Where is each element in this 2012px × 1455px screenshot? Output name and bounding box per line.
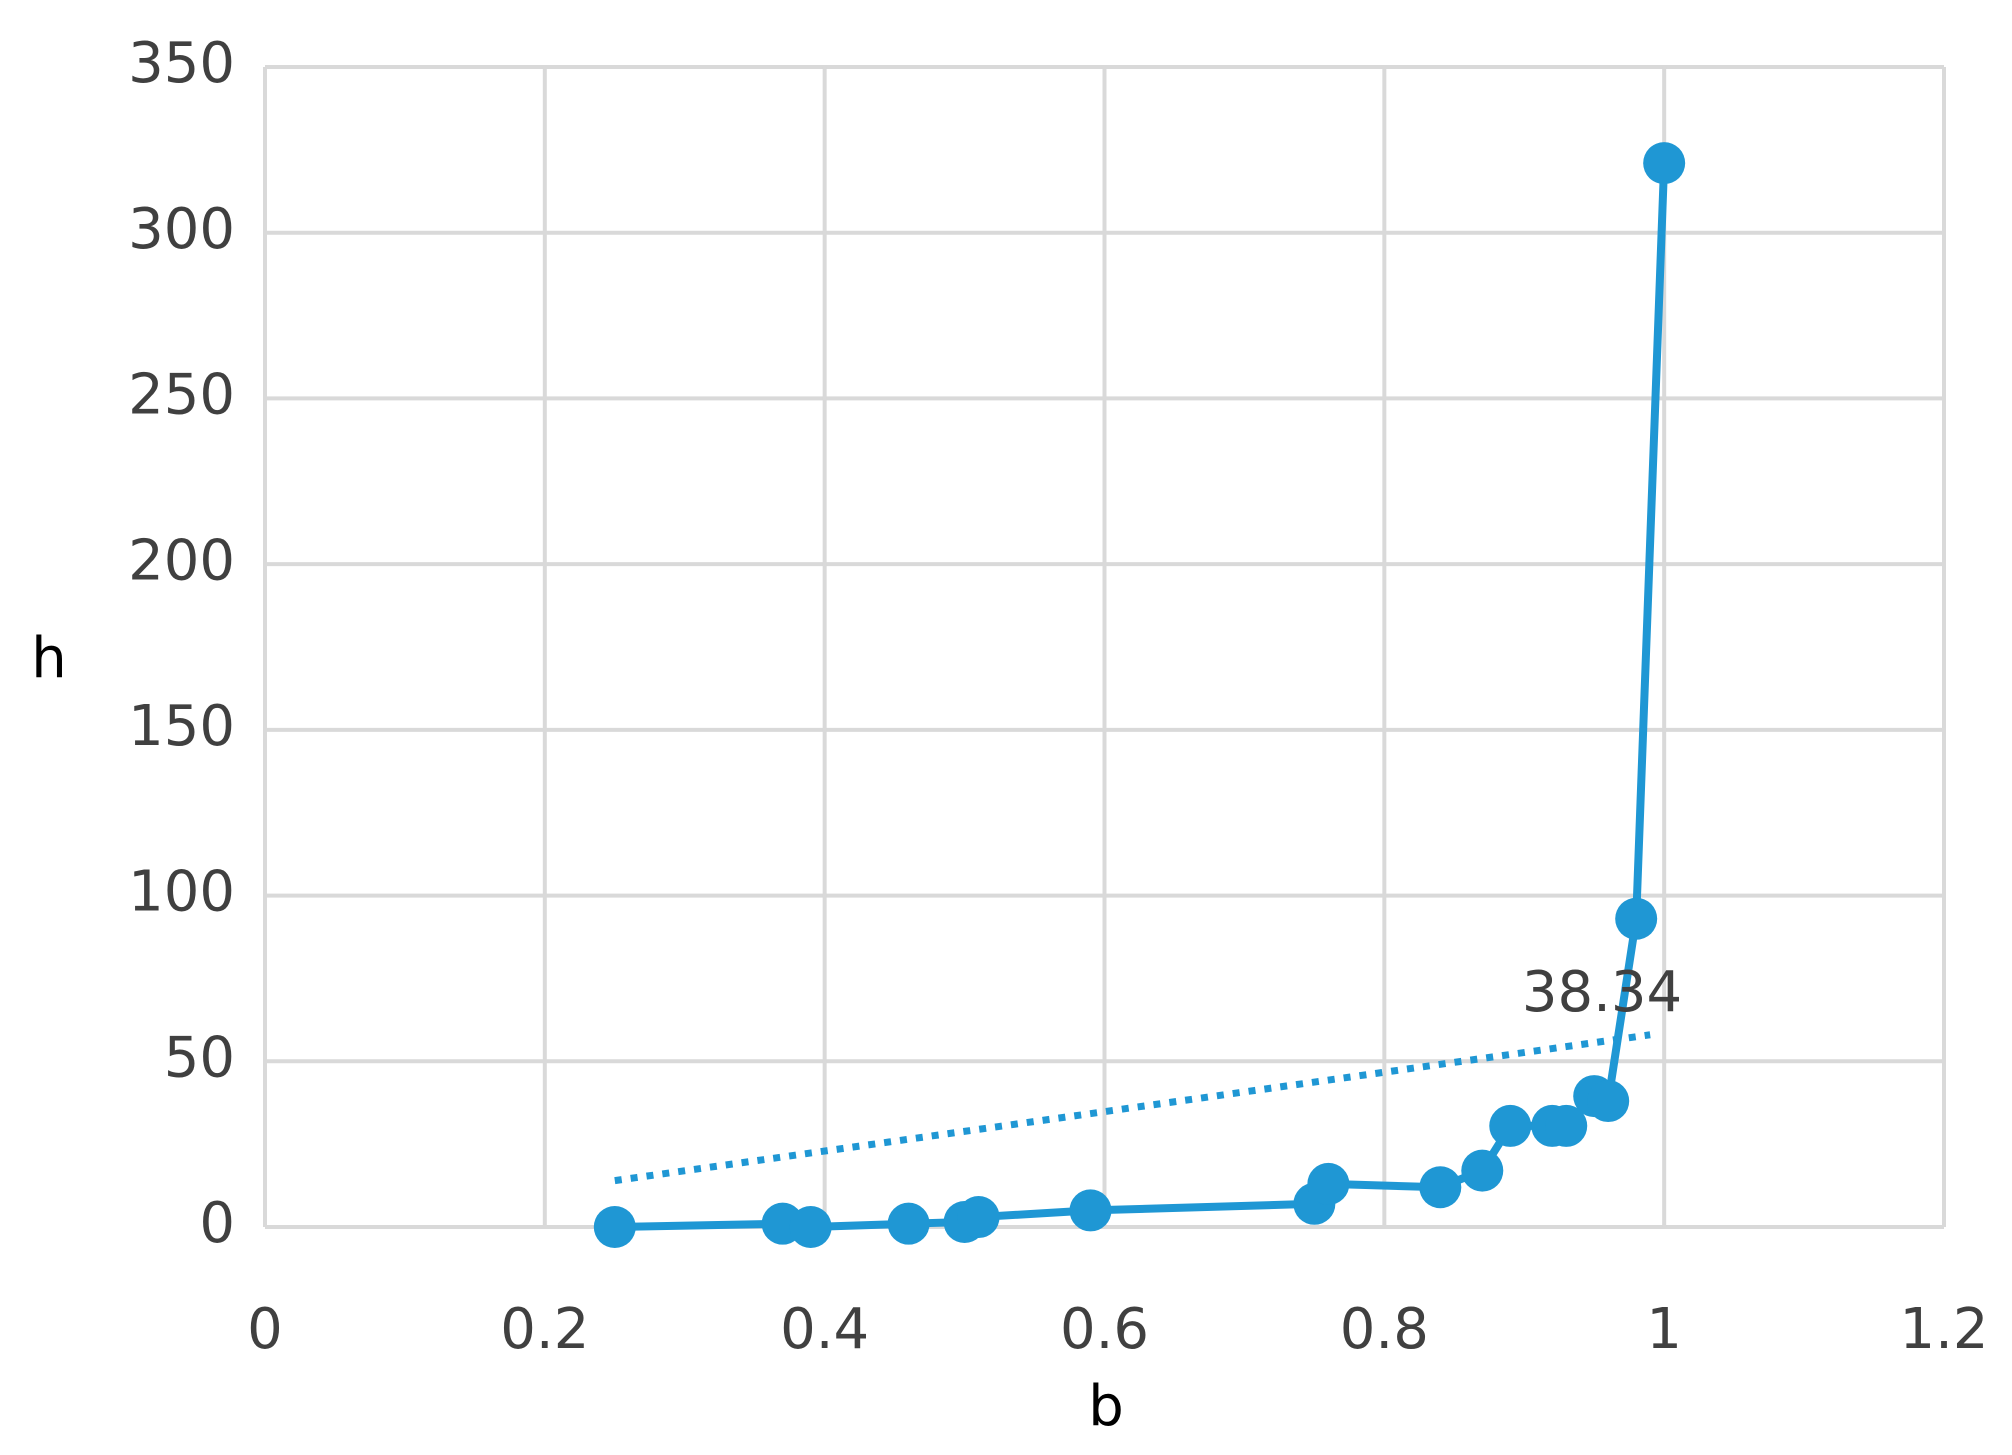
x-tick-label: 0 — [247, 1297, 283, 1362]
series-line — [614, 162, 1669, 1231]
point — [1545, 1104, 1588, 1147]
point — [1643, 142, 1686, 185]
x-tick-label: 0.2 — [500, 1297, 589, 1362]
point — [1489, 1104, 1532, 1147]
x-tick-label: 1 — [1646, 1297, 1682, 1362]
y-axis-label: h — [31, 626, 67, 691]
point — [957, 1196, 1000, 1239]
y-tick-label: 300 — [128, 197, 235, 262]
annotation: 38.34 — [1522, 960, 1682, 1025]
y-tick-label: 250 — [128, 363, 235, 428]
x-tick-label: 0.6 — [1060, 1297, 1149, 1362]
x-tick-label: 0.8 — [1340, 1297, 1429, 1362]
x-axis-label: b — [1088, 1374, 1124, 1439]
x-tick-label: 1.2 — [1899, 1297, 1988, 1362]
point — [593, 1206, 636, 1248]
point — [1069, 1189, 1112, 1232]
y-tick-label: 350 — [128, 31, 235, 96]
y-tick-label: 100 — [128, 860, 235, 925]
point — [1587, 1080, 1630, 1123]
point — [1615, 897, 1658, 940]
point — [1461, 1149, 1504, 1192]
y-tick-label: 0 — [199, 1191, 235, 1256]
y-tick-label: 150 — [128, 694, 235, 759]
y-tick-label: 50 — [164, 1025, 235, 1090]
y-tick-label: 200 — [128, 528, 235, 593]
point — [1307, 1162, 1350, 1205]
point — [887, 1202, 930, 1245]
x-tick-label: 0.4 — [780, 1297, 869, 1362]
point — [789, 1206, 832, 1248]
point — [1419, 1166, 1462, 1209]
